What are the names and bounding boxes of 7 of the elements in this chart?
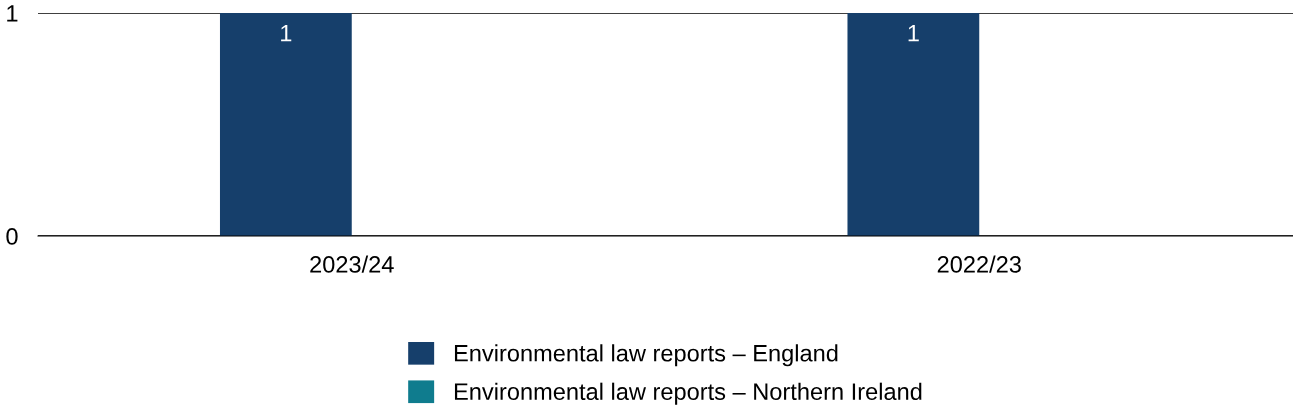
x-tick-label: 2022/23 (937, 255, 1021, 273)
y-tick-label: 0 (6, 228, 18, 245)
data-label: 1 (281, 25, 292, 42)
data-label: 1 (908, 25, 919, 42)
legend-label: Environmental law reports – England (454, 344, 838, 367)
x-tick-label: 2023/24 (310, 255, 394, 273)
legend-label: Environmental law reports – Northern Ireland (454, 382, 922, 405)
